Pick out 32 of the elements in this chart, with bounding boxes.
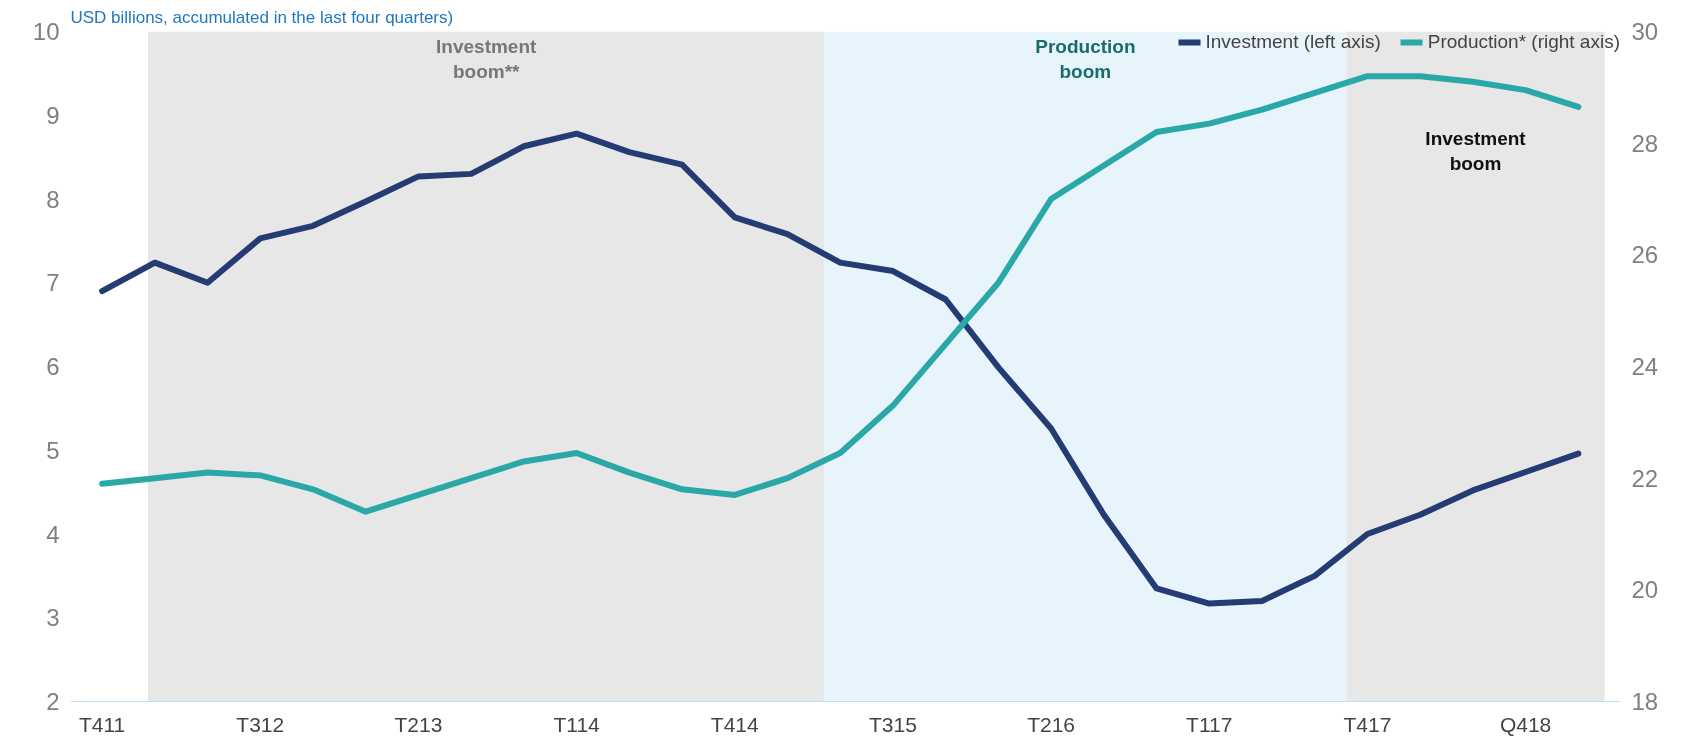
y-tick-label: 6: [46, 353, 60, 380]
y2-tick-label: 30: [1631, 18, 1659, 45]
annotation: Production boom: [1035, 35, 1136, 82]
y-tick-label: 10: [32, 18, 60, 45]
y-tick-label: 3: [46, 604, 60, 632]
y2-tick-label: 28: [1631, 129, 1659, 157]
y2-tick-label: 20: [1631, 576, 1659, 604]
y-tick-label: 9: [46, 101, 60, 129]
x-tick-label: T213: [394, 712, 443, 736]
y-tick-label: 7: [46, 269, 60, 297]
x-tick-label: T216: [1027, 712, 1076, 736]
legend-label: Investment (left axis): [1205, 31, 1381, 53]
y2-tick-label: 26: [1631, 241, 1659, 269]
x-tick-label: T417: [1343, 712, 1392, 736]
x-tick-label: Q418: [1499, 712, 1552, 736]
y-tick-label: 8: [46, 185, 60, 213]
annotation: Investment boom: [1425, 127, 1527, 175]
y-tick-label: 5: [46, 436, 60, 464]
x-tick-label: T315: [869, 712, 917, 736]
legend-label: Production* (right axis): [1427, 31, 1620, 53]
y-tick-label: 4: [46, 520, 60, 548]
x-tick-label: T114: [553, 712, 601, 736]
x-tick-label: T414: [710, 712, 760, 736]
chart-title: USD billions, accumulated in the last four quarters): [70, 7, 454, 27]
y2-tick-label: 24: [1631, 353, 1659, 380]
x-tick-label: T312: [236, 712, 285, 736]
y-tick-label: 2: [46, 688, 60, 715]
y2-tick-label: 22: [1631, 464, 1659, 492]
y2-tick-label: 18: [1631, 688, 1659, 715]
x-tick-label: T411: [78, 712, 126, 736]
x-tick-label: T117: [1186, 712, 1233, 736]
annotation: Investment boom**: [436, 35, 538, 82]
